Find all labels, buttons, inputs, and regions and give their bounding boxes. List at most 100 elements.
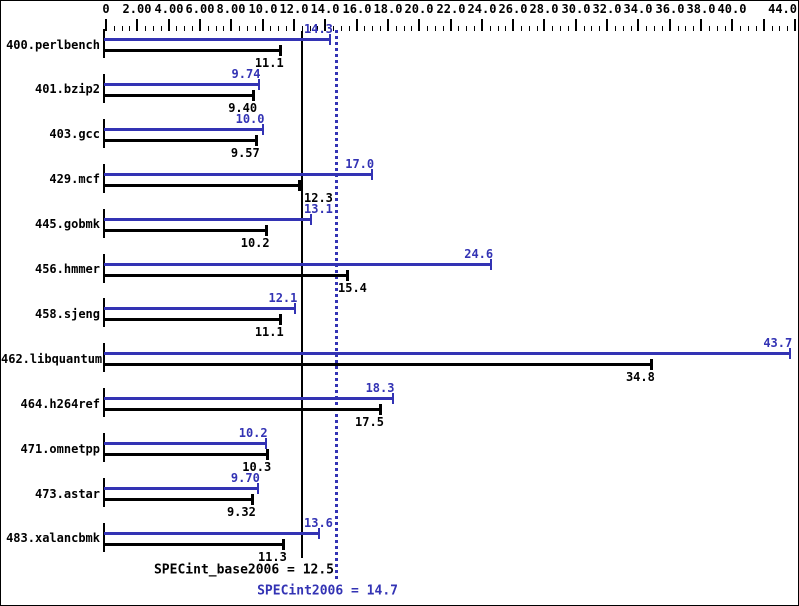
peak-bar [104, 82, 259, 86]
axis-minor-tick [223, 26, 224, 31]
base-bar-endcap [346, 269, 349, 281]
axis-minor-tick [364, 26, 365, 31]
base-value-label: 10.2 [240, 235, 270, 250]
axis-minor-tick [529, 26, 530, 31]
peak-bar [104, 307, 296, 311]
axis-minor-tick [341, 26, 342, 31]
peak-bar-endcap [257, 483, 259, 494]
axis-minor-tick [404, 26, 405, 31]
peak-bar [104, 262, 492, 266]
peak-value-label: 9.74 [231, 66, 261, 81]
benchmark-label: 458.sjeng [34, 306, 100, 321]
axis-minor-tick [521, 26, 522, 31]
axis-major-tick [324, 19, 326, 31]
benchmark-label: 403.gcc [49, 127, 100, 142]
row-bracket [103, 208, 105, 238]
axis-minor-tick [427, 26, 428, 31]
base-bar [104, 453, 268, 457]
axis-minor-tick [216, 26, 217, 31]
row-bracket [103, 253, 105, 283]
benchmark-label: 483.xalancbmk [6, 531, 100, 546]
benchmark-label: 462.libquantum [1, 351, 103, 366]
axis-minor-tick [748, 26, 749, 31]
axis-tick-label: 28.0 [529, 2, 559, 16]
axis-major-tick [293, 19, 295, 31]
row-bracket [103, 478, 105, 507]
axis-tick-label: 38.0 [686, 2, 716, 16]
benchmark-label: 464.h264ref [20, 396, 100, 411]
base-value-label: 11.1 [254, 325, 284, 340]
base-bar-endcap [379, 404, 382, 416]
axis-minor-tick [615, 26, 616, 31]
peak-value-label: 13.1 [304, 201, 333, 216]
axis-minor-tick [568, 26, 569, 31]
axis-minor-tick [787, 26, 788, 31]
peak-value-label: 13.6 [304, 515, 333, 530]
axis-major-tick [136, 19, 138, 31]
axis-tick-label: 44.0 [768, 2, 797, 16]
axis-minor-tick [662, 26, 663, 31]
base-bar-endcap [251, 494, 254, 505]
axis-tick-label: 12.0 [279, 2, 309, 16]
base-bar [104, 138, 256, 142]
axis-minor-tick [333, 26, 334, 31]
base-mean-line [301, 31, 303, 558]
axis-minor-tick [310, 26, 311, 31]
row-bracket [103, 118, 105, 148]
axis-tick-label: 30.0 [561, 2, 591, 16]
base-bar [104, 408, 381, 412]
peak-bar [104, 172, 373, 176]
benchmark-label: 445.gobmk [34, 217, 100, 232]
row-bracket [103, 73, 105, 103]
base-bar-endcap [282, 538, 285, 550]
axis-minor-tick [239, 26, 240, 31]
axis-minor-tick [247, 26, 248, 31]
peak-bar-endcap [262, 123, 264, 135]
peak-value-label: 9.70 [230, 471, 260, 485]
axis-minor-tick [772, 26, 773, 31]
base-value-label: 17.5 [355, 415, 384, 430]
base-bar-endcap [650, 359, 653, 371]
row-bracket [103, 433, 105, 463]
axis-minor-tick [560, 26, 561, 31]
base-bar [104, 183, 299, 187]
base-value-label: 9.32 [226, 505, 256, 519]
axis-minor-tick [709, 26, 710, 31]
axis-minor-tick [176, 26, 177, 31]
base-value-label: 12.3 [304, 190, 333, 205]
base-value-label: 34.8 [625, 370, 655, 385]
benchmark-label: 400.perlbench [6, 37, 100, 52]
base-value-label: 11.3 [257, 549, 287, 564]
axis-minor-tick [255, 26, 256, 31]
axis-tick-label: 40.0 [717, 2, 747, 16]
base-value-label: 9.57 [230, 145, 260, 160]
peak-bar-endcap [392, 393, 394, 405]
benchmark-label: 473.astar [34, 486, 100, 501]
benchmark-label: 471.omnetpp [20, 441, 100, 456]
axis-tick-label: 8.00 [216, 2, 246, 16]
peak-mean-label: SPECint2006 = 14.7 [257, 583, 398, 599]
row-bracket [103, 163, 105, 193]
axis-minor-tick [302, 26, 303, 31]
axis-minor-tick [490, 26, 491, 31]
base-bar-endcap [255, 134, 258, 146]
axis-minor-tick [286, 26, 287, 31]
peak-value-label: 12.1 [268, 291, 298, 306]
peak-value-label: 10.2 [238, 426, 268, 441]
peak-bar [104, 531, 319, 535]
axis-minor-tick [725, 26, 726, 31]
axis-tick-label: 4.00 [154, 2, 184, 16]
base-bar-endcap [252, 89, 255, 101]
axis-minor-tick [161, 26, 162, 31]
axis-minor-tick [537, 26, 538, 31]
axis-major-tick [387, 19, 389, 31]
base-bar [104, 318, 280, 322]
axis-tick-label: 34.0 [623, 2, 653, 16]
axis-minor-tick [591, 26, 592, 31]
base-value-label: 9.40 [228, 100, 258, 115]
axis-major-tick [262, 19, 264, 31]
axis-minor-tick [396, 26, 397, 31]
axis-minor-tick [717, 26, 718, 31]
axis-major-tick [575, 19, 577, 31]
axis-minor-tick [129, 26, 130, 31]
